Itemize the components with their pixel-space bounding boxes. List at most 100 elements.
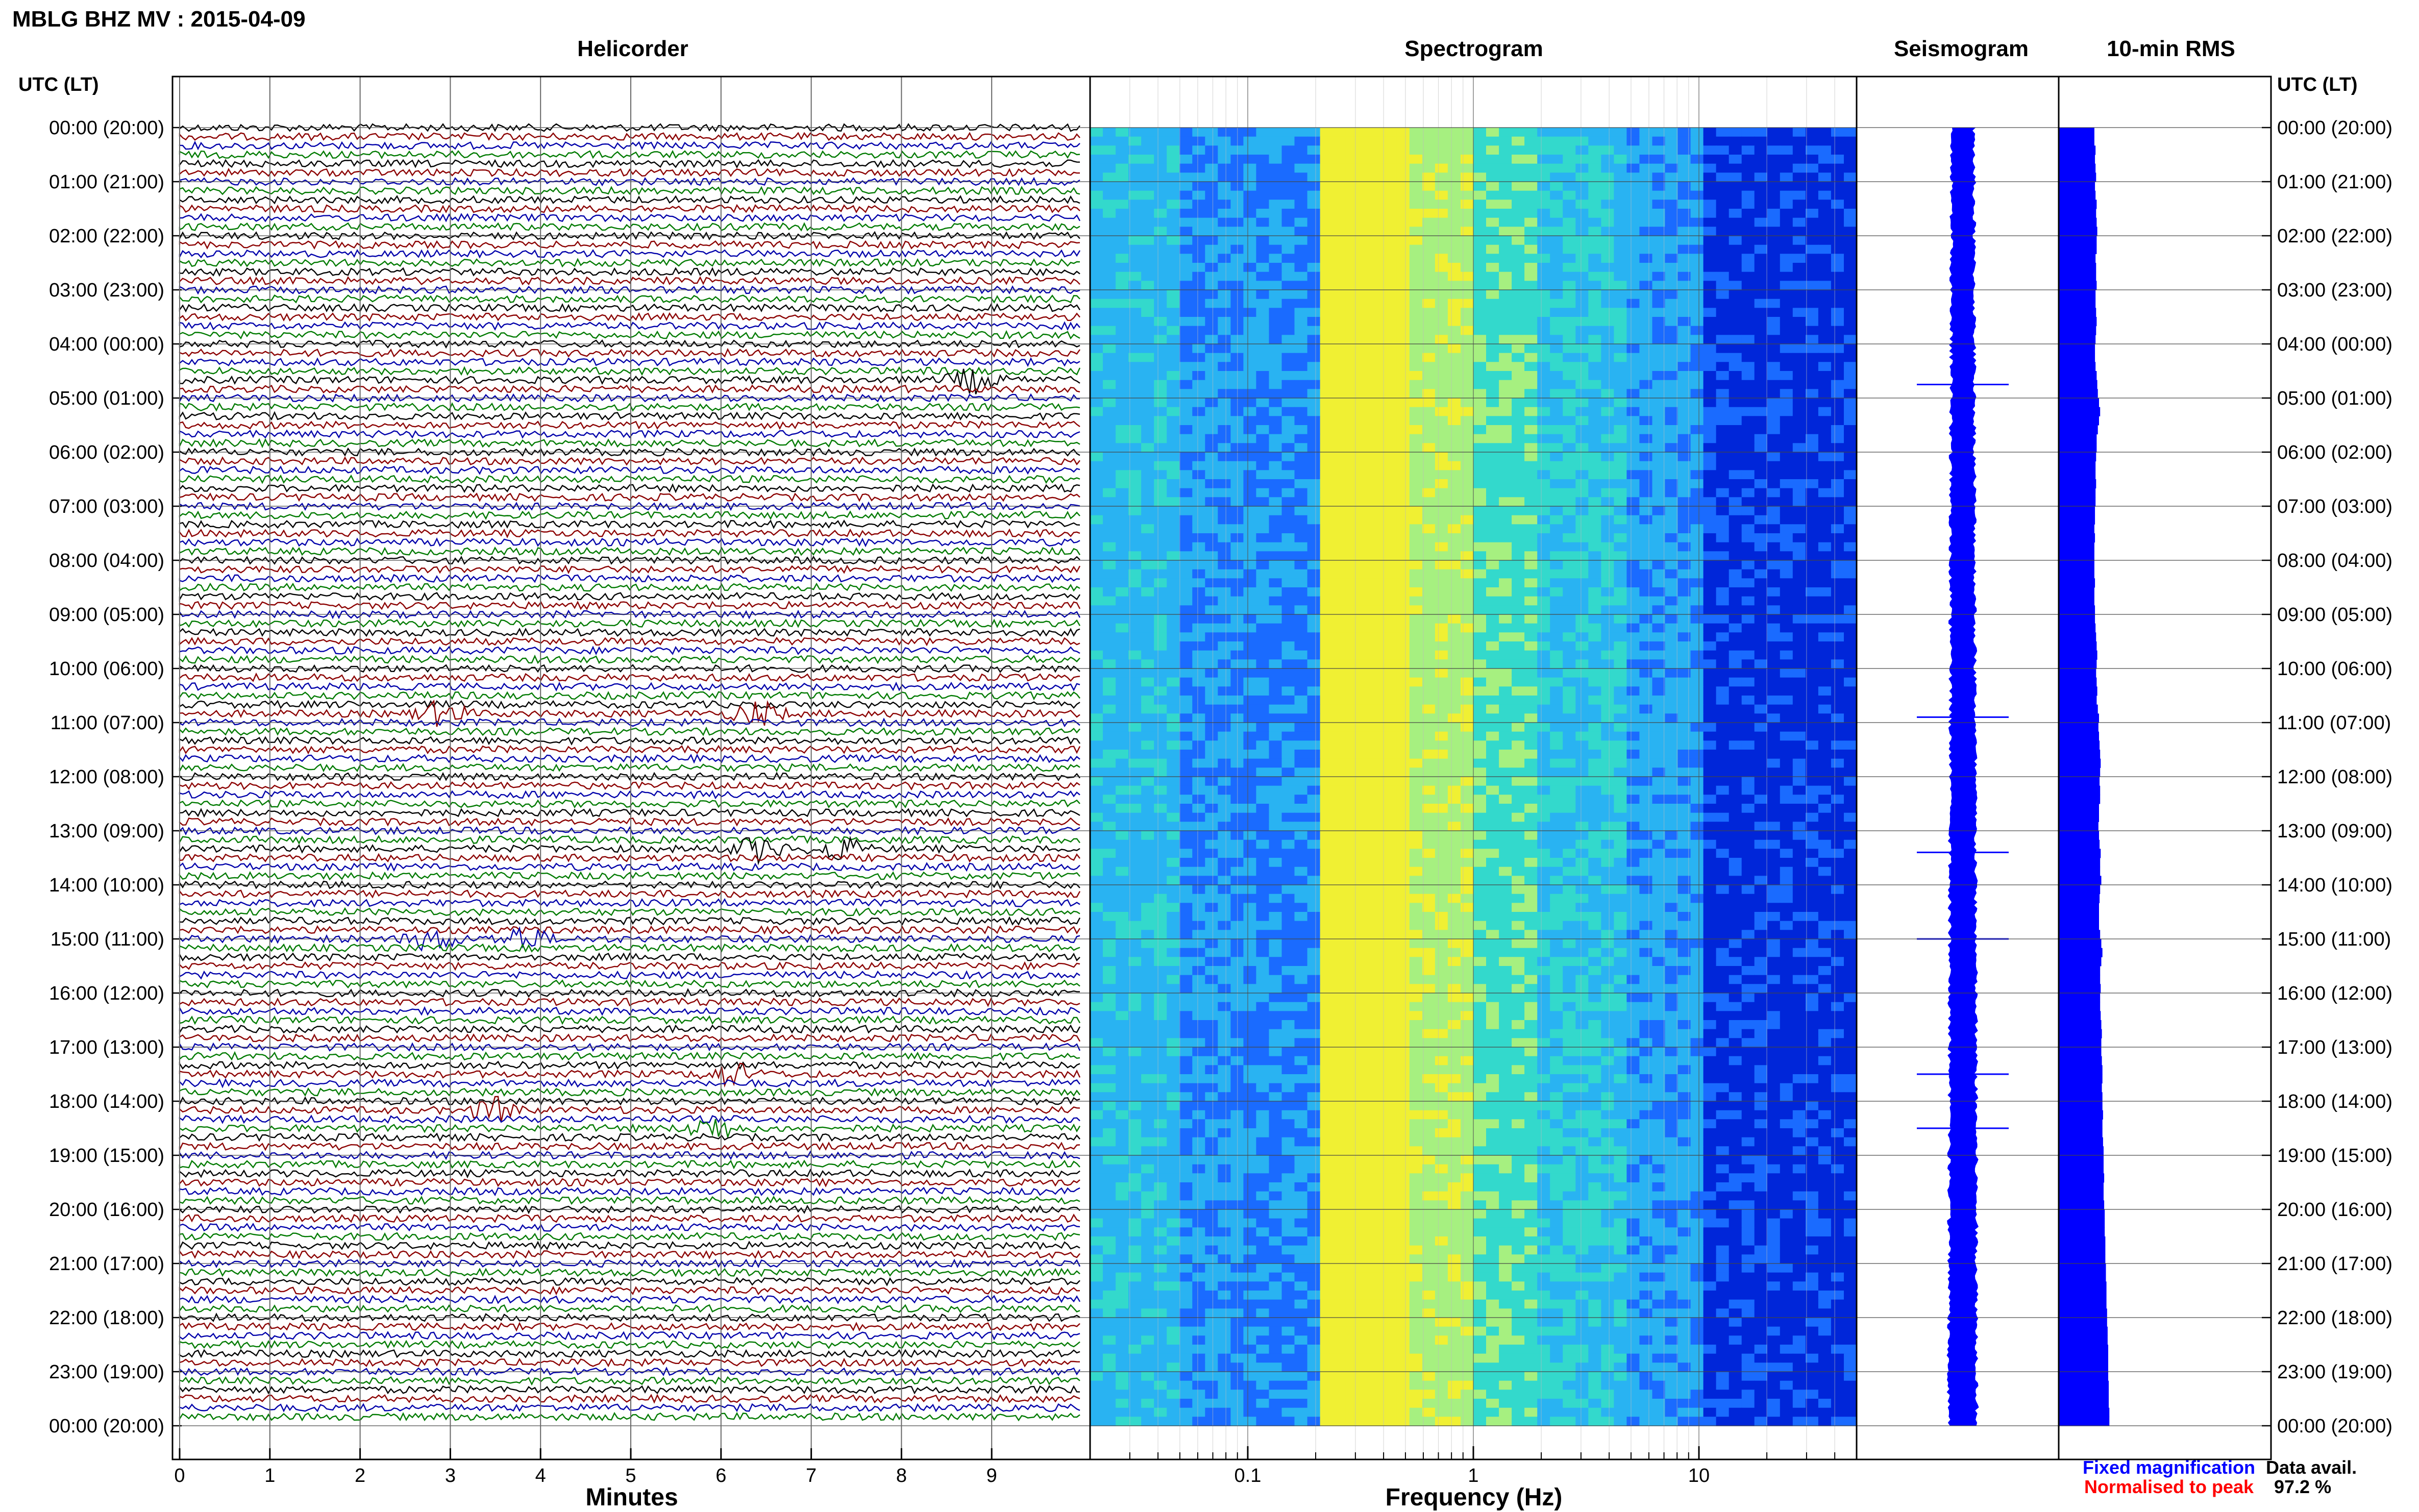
spectrogram-cell xyxy=(1281,209,1295,218)
spectrogram-cell xyxy=(1550,389,1563,399)
spectrogram-cell xyxy=(1639,281,1653,290)
spectrogram-cell xyxy=(1486,326,1499,335)
spectrogram-cell xyxy=(1371,281,1385,290)
helicorder-trace xyxy=(179,1168,1080,1179)
spectrogram-cell xyxy=(1103,506,1116,516)
spectrogram-cell xyxy=(1690,407,1704,416)
spectrogram-cell xyxy=(1716,335,1730,344)
spectrogram-cell xyxy=(1128,380,1142,389)
spectrogram-cell xyxy=(1780,497,1793,507)
spectrogram-cell xyxy=(1716,371,1730,381)
spectrogram-cell xyxy=(1601,740,1615,750)
spectrogram-cell xyxy=(1537,479,1550,489)
spectrogram-cell xyxy=(1754,587,1768,597)
spectrogram-cell xyxy=(1499,254,1512,263)
spectrogram-cell xyxy=(1294,551,1308,561)
spectrogram-cell xyxy=(1345,470,1359,480)
spectrogram-cell xyxy=(1575,209,1589,218)
spectrogram-cell xyxy=(1192,317,1206,327)
spectrogram-cell xyxy=(1192,569,1206,579)
spectrogram-cell xyxy=(1396,758,1410,768)
spectrogram-cell xyxy=(1716,740,1730,750)
spectrogram-cell xyxy=(1218,163,1231,173)
spectrogram-cell xyxy=(1409,452,1423,462)
spectrogram-cell xyxy=(1524,209,1538,218)
spectrogram-cell xyxy=(1384,723,1397,732)
spectrogram-cell xyxy=(1792,758,1806,768)
spectrogram-cell xyxy=(1154,696,1167,705)
spectrogram-cell xyxy=(1128,831,1142,840)
spectrogram-cell xyxy=(1243,163,1257,173)
spectrogram-cell xyxy=(1320,244,1334,254)
spectrogram-cell xyxy=(1754,299,1768,308)
spectrogram-cell xyxy=(1461,614,1474,624)
spectrogram-cell xyxy=(1256,524,1270,534)
spectrogram-cell xyxy=(1652,750,1666,759)
helicorder-trace xyxy=(179,618,1081,628)
spectrogram-cell xyxy=(1792,542,1806,552)
spectrogram-cell xyxy=(1154,362,1167,371)
helicorder-trace xyxy=(179,519,1080,529)
spectrogram-cell xyxy=(1218,731,1231,741)
spectrogram-cell xyxy=(1818,632,1832,642)
spectrogram-cell xyxy=(1729,686,1742,696)
spectrogram-cell xyxy=(1677,434,1691,443)
spectrogram-cell xyxy=(1128,271,1142,281)
spectrogram-cell xyxy=(1192,172,1206,182)
helicorder-trace xyxy=(179,564,1081,574)
spectrogram-cell xyxy=(1090,263,1103,272)
spectrogram-cell xyxy=(1141,326,1154,335)
spectrogram-cell xyxy=(1792,750,1806,759)
spectrogram-cell xyxy=(1409,380,1423,389)
spectrogram-cell xyxy=(1205,136,1219,146)
spectrogram-cell xyxy=(1537,686,1550,696)
spectrogram-cell xyxy=(1422,668,1436,678)
spectrogram-cell xyxy=(1409,596,1423,606)
spectrogram-cell xyxy=(1422,758,1436,768)
spectrogram-cell xyxy=(1218,785,1231,795)
spectrogram-cell xyxy=(1256,281,1270,290)
spectrogram-cell xyxy=(1332,209,1346,218)
spectrogram-cell xyxy=(1844,677,1857,687)
spectrogram-cell xyxy=(1243,569,1257,579)
spectrogram-cell xyxy=(1575,623,1589,633)
spectrogram-cell xyxy=(1818,128,1832,137)
spectrogram-cell xyxy=(1192,281,1206,290)
spectrogram-cell xyxy=(1141,136,1154,146)
spectrogram-cell xyxy=(1345,172,1359,182)
spectrogram-cell xyxy=(1103,758,1116,768)
spectrogram-cell xyxy=(1677,281,1691,290)
spectrogram-cell xyxy=(1128,515,1142,525)
spectrogram-cell xyxy=(1461,849,1474,858)
spectrogram-cell xyxy=(1563,227,1576,236)
spectrogram-cell xyxy=(1281,524,1295,534)
spectrogram-cell xyxy=(1792,560,1806,570)
spectrogram-cell xyxy=(1384,299,1397,308)
spectrogram-cell xyxy=(1741,271,1755,281)
spectrogram-cell xyxy=(1243,650,1257,660)
spectrogram-cell xyxy=(1269,668,1282,678)
spectrogram-cell xyxy=(1486,767,1499,777)
spectrogram-cell xyxy=(1116,515,1129,525)
spectrogram-cell xyxy=(1665,533,1679,543)
spectrogram-cell xyxy=(1626,190,1640,200)
spectrogram-cell xyxy=(1550,659,1563,669)
spectrogram-cell xyxy=(1626,812,1640,822)
spectrogram-cell xyxy=(1256,308,1270,317)
spectrogram-cell xyxy=(1141,236,1154,245)
spectrogram-cell xyxy=(1154,839,1167,849)
spectrogram-cell xyxy=(1563,659,1576,669)
spectrogram-cell xyxy=(1818,767,1832,777)
helicorder-trace xyxy=(179,1411,1080,1422)
spectrogram-cell xyxy=(1384,200,1397,209)
spectrogram-cell xyxy=(1345,839,1359,849)
spectrogram-cell xyxy=(1409,326,1423,335)
spectrogram-cell xyxy=(1741,812,1755,822)
spectrogram-cell xyxy=(1409,317,1423,327)
spectrogram-cell xyxy=(1614,389,1627,399)
spectrogram-cell xyxy=(1550,497,1563,507)
spectrogram-cell xyxy=(1792,136,1806,146)
spectrogram-cell xyxy=(1537,704,1550,714)
spectrogram-cell xyxy=(1601,353,1615,362)
spectrogram-cell xyxy=(1818,227,1832,236)
